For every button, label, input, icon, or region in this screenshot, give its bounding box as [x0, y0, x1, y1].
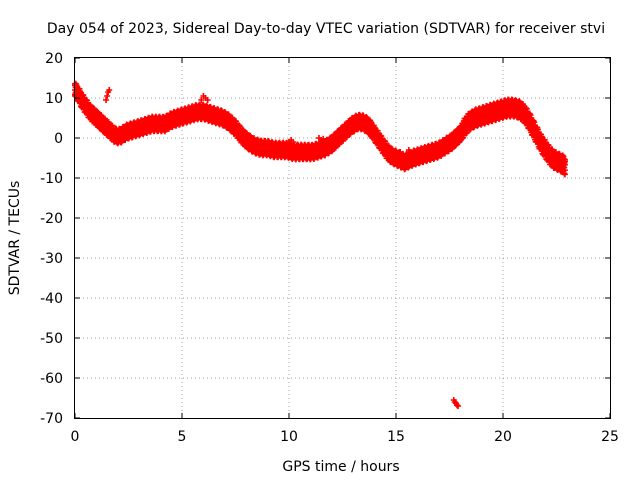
y-axis-label: SDTVAR / TECUs	[7, 181, 23, 296]
y-tick-label: -40	[40, 291, 63, 307]
chart-title: Day 054 of 2023, Sidereal Day-to-day VTE…	[47, 21, 605, 37]
y-tick-label: -50	[40, 331, 63, 347]
y-tick-label: -20	[40, 211, 63, 227]
y-tick-label: -70	[40, 411, 63, 427]
y-tick-label: 20	[45, 51, 63, 67]
x-tick-label: 5	[178, 429, 187, 445]
x-tick-label: 15	[387, 429, 405, 445]
x-axis-label: GPS time / hours	[282, 459, 399, 475]
y-tick-label: 10	[45, 91, 63, 107]
x-tick-label: 25	[601, 429, 619, 445]
data-points	[72, 80, 568, 409]
y-tick-label: -30	[40, 251, 63, 267]
y-tick-label: -10	[40, 171, 63, 187]
x-tick-label: 10	[280, 429, 298, 445]
x-tick-label: 0	[71, 429, 80, 445]
data-point	[104, 93, 111, 99]
axis-ticks: 0 5 10 15 20 25 -70 -60 -50 -40 -30 -20 -10 0 10 20	[40, 51, 619, 445]
y-tick-label: 0	[54, 131, 63, 147]
x-tick-label: 20	[494, 429, 512, 445]
y-tick-label: -60	[40, 371, 63, 387]
